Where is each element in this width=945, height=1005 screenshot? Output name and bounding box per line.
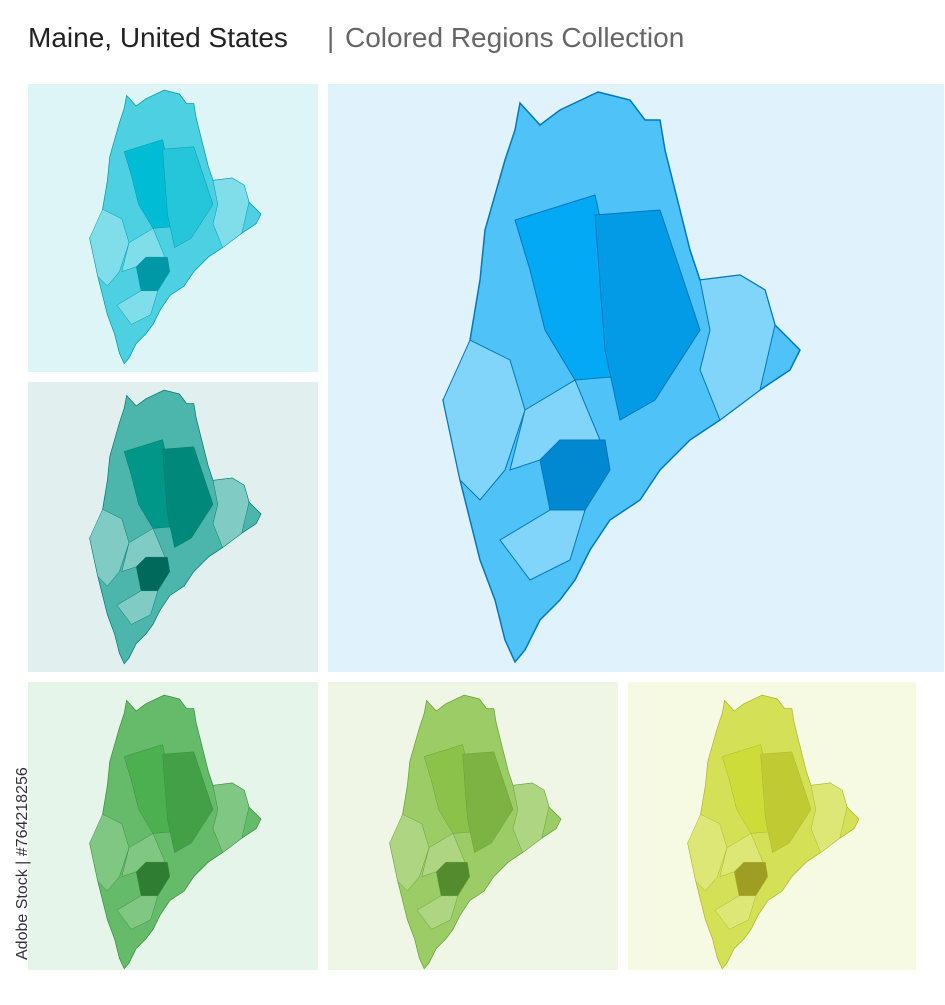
watermark: Adobe Stock | #764218256 bbox=[14, 767, 31, 960]
subtitle: Colored Regions Collection bbox=[345, 22, 684, 53]
title: Maine, United States bbox=[28, 22, 288, 53]
separator: | bbox=[327, 22, 334, 53]
